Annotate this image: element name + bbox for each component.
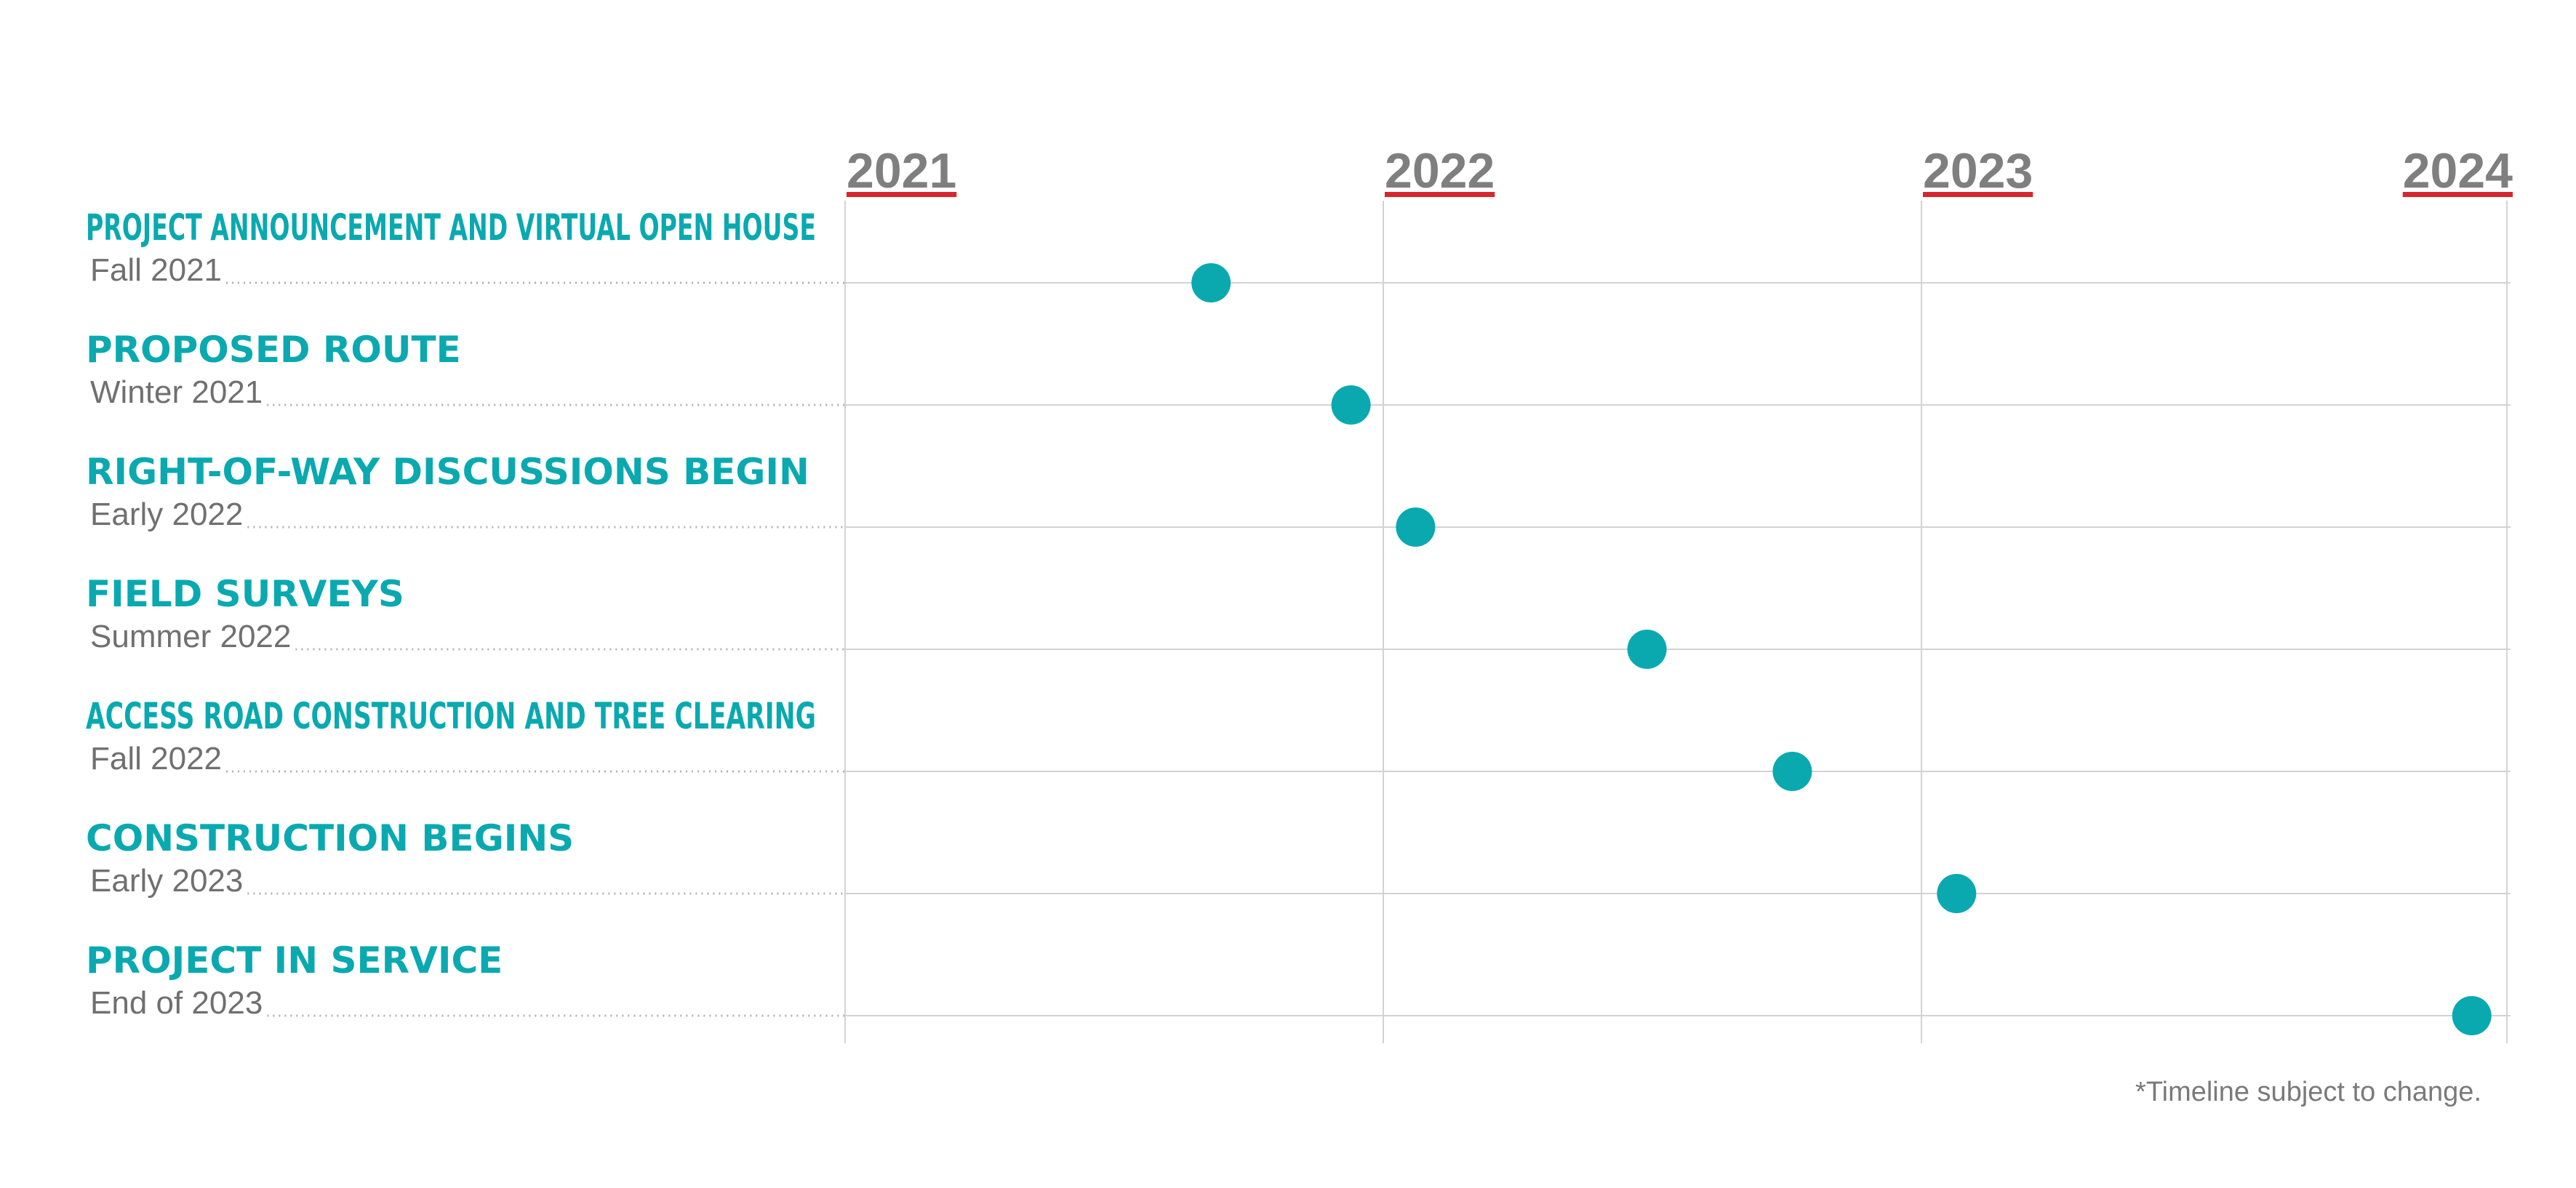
- milestone-marker: [1191, 263, 1231, 302]
- footnote: *Timeline subject to change.: [2135, 1077, 2481, 1107]
- task-title: PROJECT ANNOUNCEMENT AND VIRTUAL OPEN HO…: [86, 206, 816, 249]
- task-date-label: Early 2023: [90, 863, 243, 899]
- task-date-label: End of 2023: [90, 985, 263, 1021]
- task-date-label: Winter 2021: [90, 374, 263, 410]
- year-tick-label-2021: 2021: [847, 143, 956, 198]
- task-date-label: Early 2022: [90, 497, 243, 532]
- task-title: FIELD SURVEYS: [86, 573, 404, 615]
- task-title: PROJECT IN SERVICE: [86, 939, 503, 982]
- task-date-label: Fall 2022: [90, 741, 222, 776]
- milestone-marker: [1627, 630, 1667, 669]
- year-axis: 2021 2022 2023 2024: [847, 143, 2513, 198]
- year-tick-label-2023: 2023: [1923, 143, 2033, 198]
- task-title: RIGHT-OF-WAY DISCUSSIONS BEGIN: [86, 451, 809, 493]
- task-title: PROPOSED ROUTE: [86, 329, 461, 371]
- task-title: CONSTRUCTION BEGINS: [86, 817, 574, 859]
- year-underline-2022: [1385, 192, 1495, 197]
- milestone-marker: [1396, 507, 1436, 547]
- task-date-label: Summer 2022: [90, 619, 291, 654]
- grid-layer: [844, 201, 2511, 1043]
- milestone-marker: [2452, 996, 2492, 1035]
- milestone-marker: [1772, 752, 1812, 791]
- year-tick-label-2022: 2022: [1385, 143, 1495, 198]
- milestone-marker: [1331, 385, 1371, 425]
- task-title: ACCESS ROAD CONSTRUCTION AND TREE CLEARI…: [86, 695, 816, 737]
- milestone-markers: [1191, 263, 2492, 1035]
- task-date-label: Fall 2021: [90, 252, 222, 288]
- leader-dots-layer: [226, 281, 845, 1017]
- year-underline-2024: [2402, 192, 2513, 197]
- year-tick-label-2024: 2024: [2403, 143, 2513, 198]
- task-labels: PROJECT ANNOUNCEMENT AND VIRTUAL OPEN HO…: [86, 206, 816, 1021]
- year-underline-2023: [1923, 192, 2033, 197]
- year-underline-2021: [847, 192, 957, 197]
- milestone-marker: [1937, 874, 1977, 913]
